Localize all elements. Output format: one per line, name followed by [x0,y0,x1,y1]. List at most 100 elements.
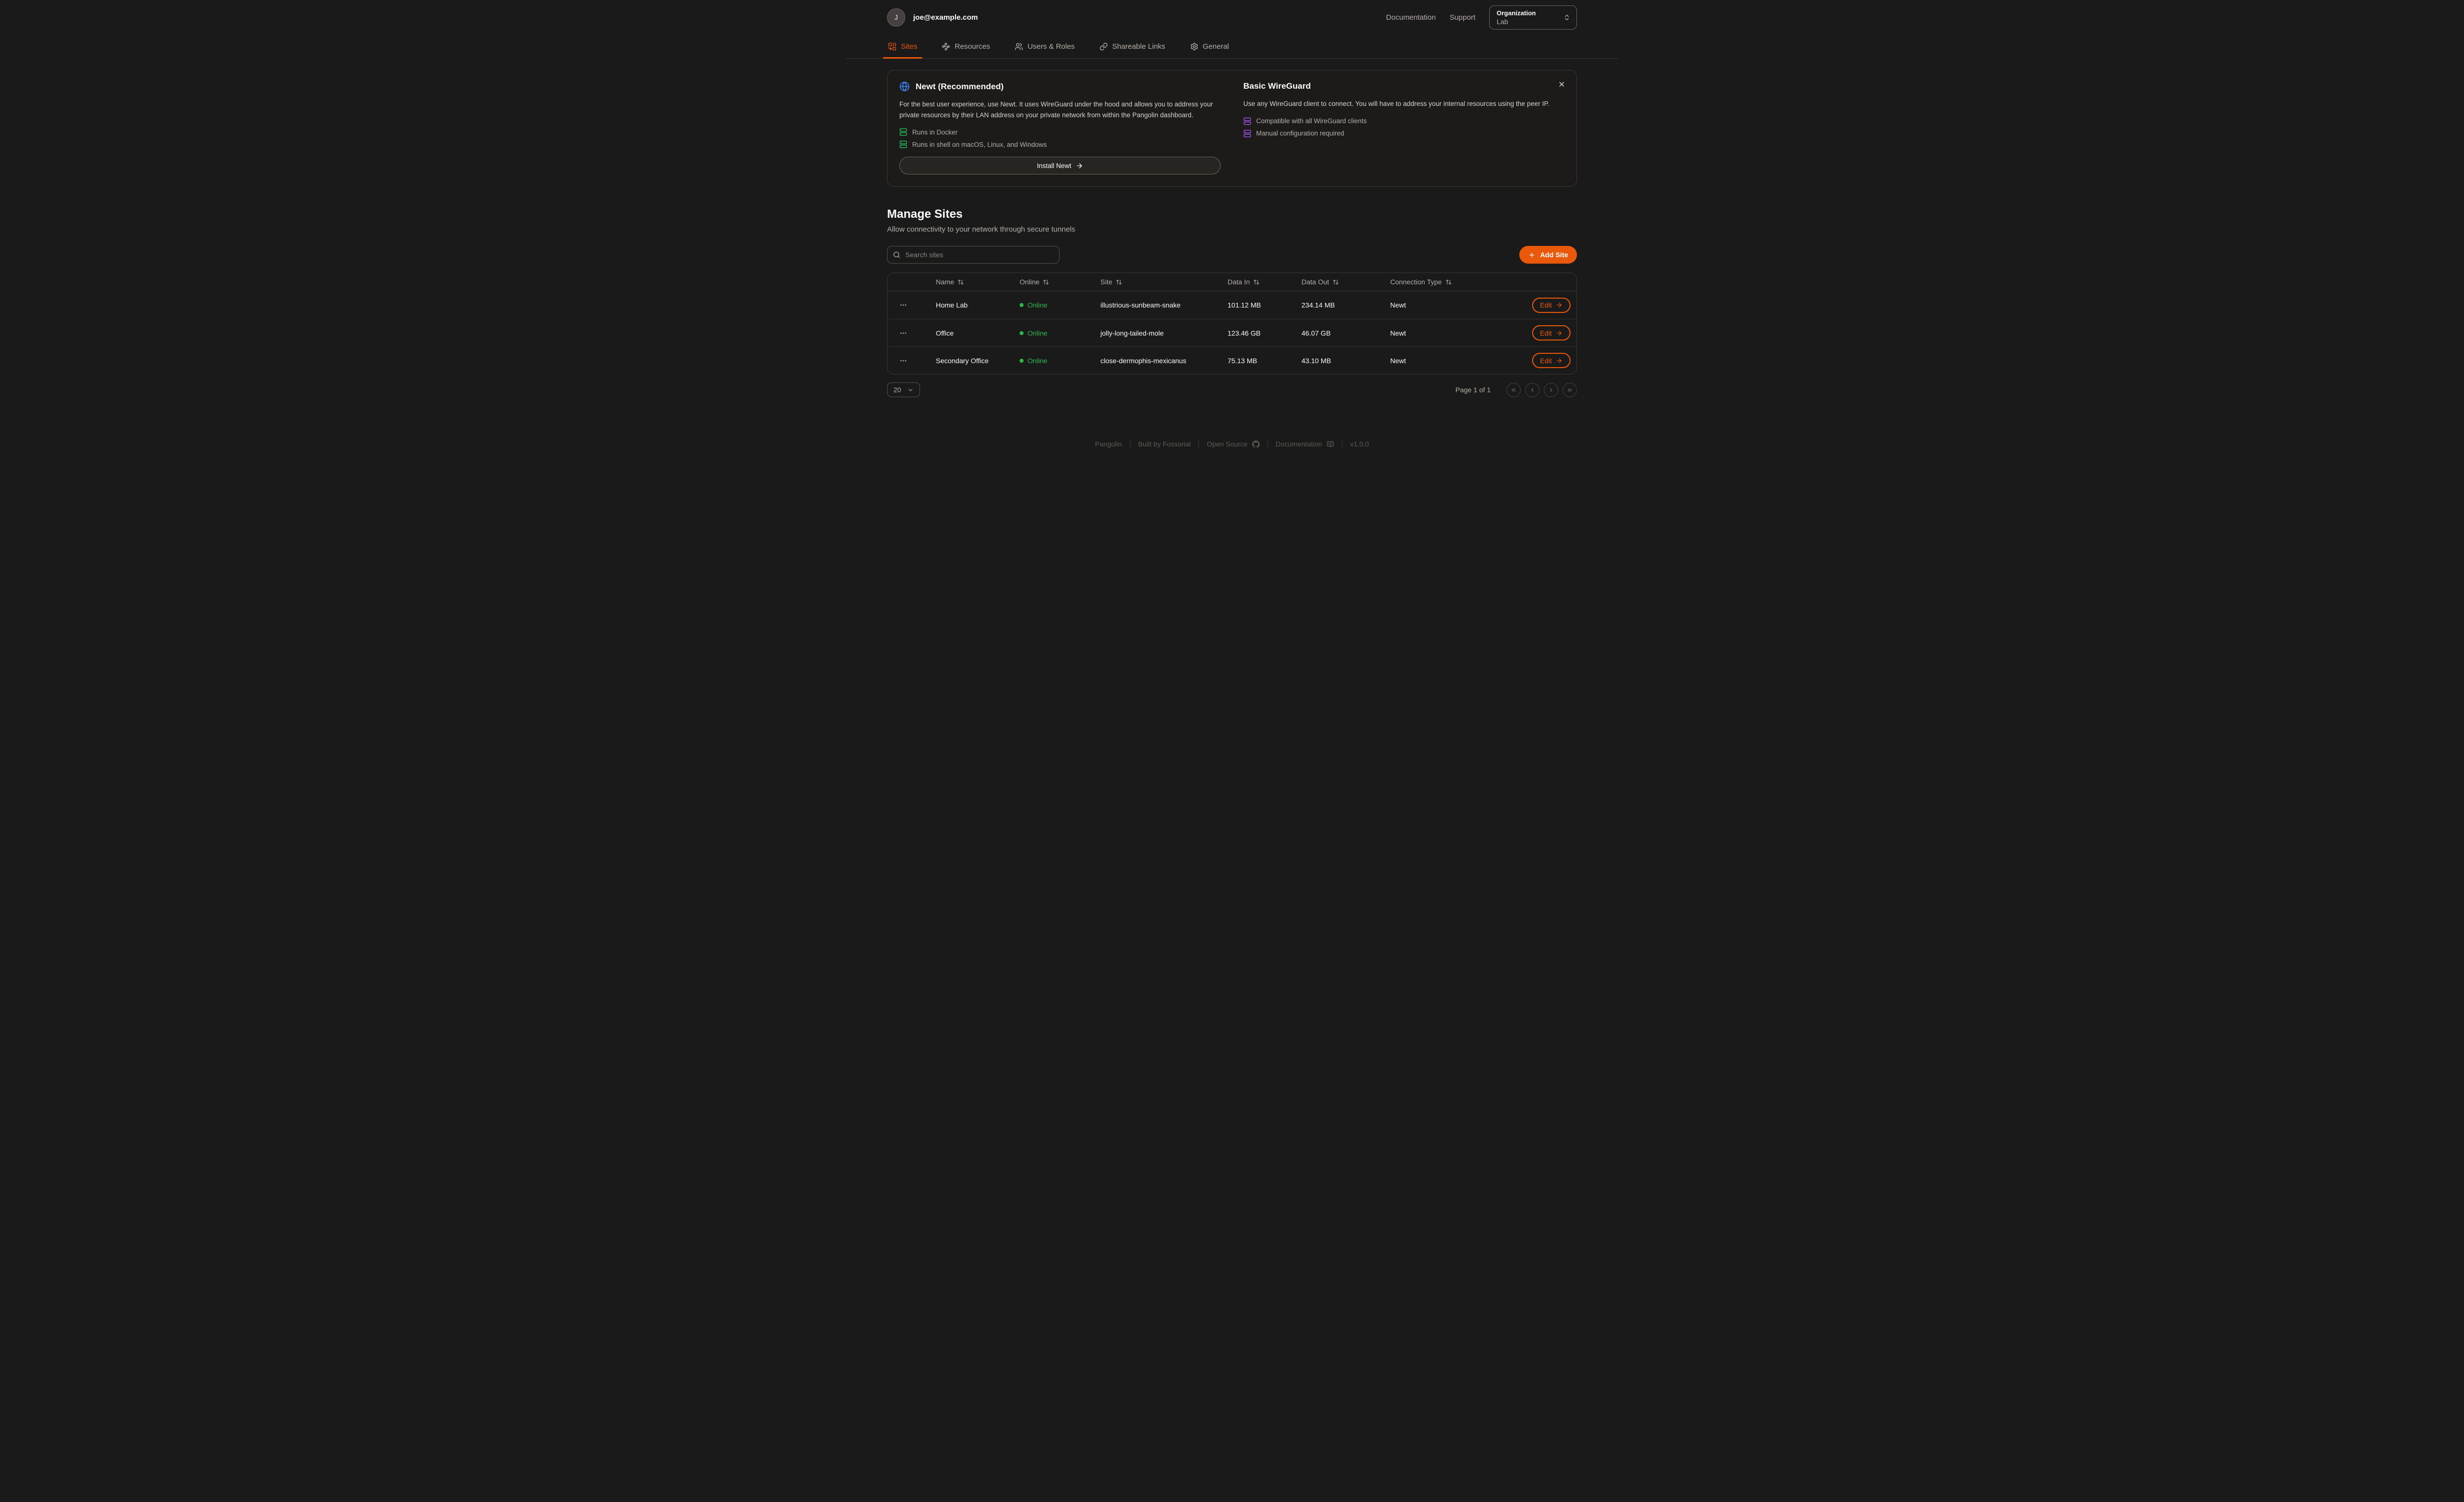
previous-page-button[interactable] [1525,382,1540,397]
feature-item: Compatible with all WireGuard clients [1243,117,1565,125]
site-slug: illustrious-sunbeam-snake [1100,301,1181,309]
next-page-button[interactable] [1544,382,1558,397]
search-icon [893,251,900,258]
column-header-name[interactable]: Name [936,278,1020,286]
sort-icon [1254,279,1260,285]
add-site-label: Add Site [1540,251,1568,259]
chevron-down-icon [908,389,912,391]
column-label: Data In [1228,278,1250,286]
search-box [887,246,1060,264]
organization-label: Organization [1497,9,1536,17]
user-info: J joe@example.com [887,8,978,27]
connection-type: Newt [1390,356,1406,365]
page-size-select[interactable]: 20 [887,382,920,398]
support-link[interactable]: Support [1449,13,1475,22]
status-label: Online [1027,301,1048,309]
tab-resources[interactable]: Resources [941,37,991,58]
wireguard-description: Use any WireGuard client to connect. You… [1243,100,1550,107]
data-out: 46.07 GB [1301,329,1331,337]
github-icon [1252,440,1260,448]
column-header-site[interactable]: Site [1100,278,1228,286]
status-badge: Online [1020,301,1100,309]
row-menu-button[interactable] [896,326,910,340]
resources-icon [942,42,950,51]
plus-icon [1529,252,1535,258]
install-newt-button[interactable]: Install Newt [899,157,1221,175]
column-label: Online [1020,278,1040,286]
tab-label: Shareable Links [1112,42,1165,51]
page-size-value: 20 [893,386,901,394]
footer-documentation-link[interactable]: Documentation [1276,440,1334,448]
site-name: Secondary Office [936,356,989,365]
pager-buttons [1506,382,1577,397]
search-input[interactable] [887,246,1060,264]
ellipsis-icon [900,332,906,334]
column-header-data-out[interactable]: Data Out [1301,278,1390,286]
organization-selector[interactable]: Organization Lab [1489,5,1577,30]
feature-item: Manual configuration required [1243,130,1565,137]
edit-button[interactable]: Edit [1532,297,1571,313]
row-menu-button[interactable] [896,354,910,368]
sort-icon [1333,279,1338,285]
site-slug: close-dermophis-mexicanus [1100,356,1187,365]
tab-sites[interactable]: Sites [883,37,923,59]
server-icon [1243,130,1251,137]
column-header-data-in[interactable]: Data In [1228,278,1301,286]
column-label: Data Out [1301,278,1330,286]
table-header-row: Name Online Site Data In Data Out Connec… [888,273,1576,292]
feature-item: Runs in shell on macOS, Linux, and Windo… [899,140,1221,148]
sites-toolbar: Add Site [887,246,1577,264]
avatar[interactable]: J [887,8,905,27]
pager: Page 1 of 1 [1455,382,1577,397]
sites-table: Name Online Site Data In Data Out Connec… [887,273,1577,375]
footer-brand: Pangolin [1095,440,1122,448]
table-body: Home Lab Online illustrious-sunbeam-snak… [888,291,1576,374]
status-badge: Online [1020,329,1100,337]
close-card-button[interactable] [1555,77,1569,91]
status-label: Online [1027,329,1048,337]
avatar-initial: J [894,13,898,21]
page-subtitle: Allow connectivity to your network throu… [887,225,1075,234]
status-badge: Online [1020,357,1100,365]
server-icon [899,140,907,148]
table-row: Office Online jolly-long-tailed-mole 123… [888,319,1576,346]
close-icon [1559,82,1564,87]
column-header-online[interactable]: Online [1020,278,1100,286]
online-dot [1020,331,1024,335]
column-label: Connection Type [1390,278,1442,286]
feature-label: Compatible with all WireGuard clients [1256,117,1367,125]
footer-divider [1198,440,1199,448]
edit-button[interactable]: Edit [1532,325,1571,341]
feature-item: Runs in Docker [899,128,1221,136]
footer-open-source-link[interactable]: Open Source [1207,440,1260,448]
footer-documentation-label: Documentation [1275,440,1322,448]
server-icon [1243,117,1251,125]
column-header-connection-type[interactable]: Connection Type [1390,278,1515,286]
tab-users-roles[interactable]: Users & Roles [1014,37,1076,58]
tab-shareable-links[interactable]: Shareable Links [1098,37,1166,58]
arrow-right-icon [1077,163,1082,169]
data-in: 75.13 MB [1228,356,1257,365]
data-out: 43.10 MB [1301,356,1331,365]
row-menu-button[interactable] [896,298,910,312]
chevron-left-icon [1531,388,1534,392]
add-site-button[interactable]: Add Site [1519,246,1577,264]
arrow-right-icon [1557,358,1562,363]
footer-divider [1267,440,1268,448]
edit-button[interactable]: Edit [1532,353,1571,369]
wireguard-title: Basic WireGuard [1243,81,1311,91]
site-slug: jolly-long-tailed-mole [1100,329,1164,337]
link-icon [1099,42,1108,51]
site-name: Home Lab [936,301,968,309]
page-footer: Pangolin Built by Fossorial Open Source … [846,440,1618,448]
sites-icon [888,42,896,51]
documentation-link[interactable]: Documentation [1386,13,1436,22]
last-page-button[interactable] [1563,382,1577,397]
first-page-button[interactable] [1506,382,1521,397]
online-dot [1020,358,1024,363]
chevrons-right-icon [1568,388,1572,392]
data-in: 101.12 MB [1228,301,1261,309]
tab-general[interactable]: General [1189,37,1230,58]
connection-type: Newt [1390,301,1406,309]
book-open-icon [1327,441,1334,447]
